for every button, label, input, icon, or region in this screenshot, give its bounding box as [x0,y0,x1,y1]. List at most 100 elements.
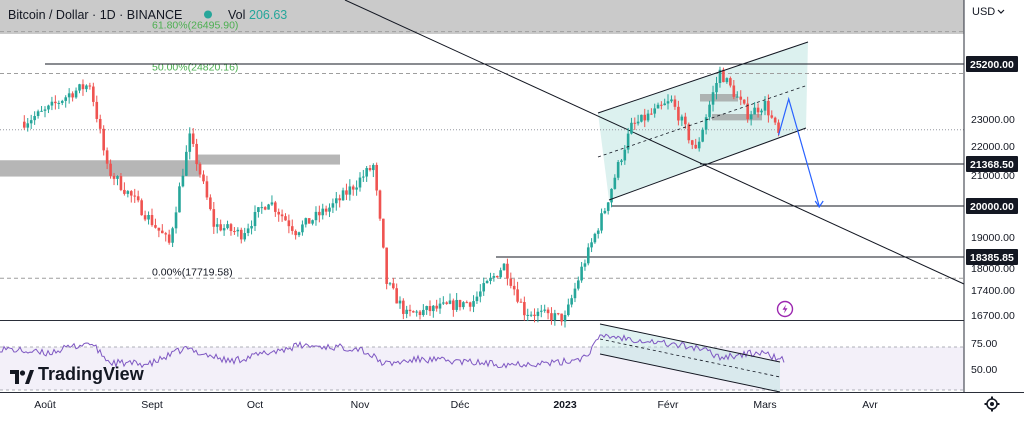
currency-label[interactable]: USD [972,6,995,18]
symbol-title[interactable]: Bitcoin / Dollar · 1D · BINANCE [8,8,182,22]
candle-body [60,100,64,103]
rsi-pane[interactable] [0,321,964,391]
candle-body [102,128,105,151]
candle-body [229,224,233,232]
candle-body [43,109,47,111]
candle-body [489,277,492,281]
price-tick: 22000.00 [971,141,1015,153]
candle-body [418,311,422,316]
candle-body [763,100,767,111]
candle-body [67,93,71,98]
candle-body [205,181,209,198]
candle-body [304,218,308,225]
time-label: Sept [141,399,163,411]
fib-label: 0.00%(17719.58) [152,266,233,278]
price-badge[interactable] [966,249,1018,265]
candle-body [243,233,246,240]
candle-body [47,105,50,110]
time-label: Avr [862,399,878,411]
candle-body [742,99,746,104]
candle-body [116,176,119,179]
candle-body [590,242,593,248]
price-badge-label: 21368.50 [970,159,1014,171]
candle-body [630,122,633,134]
candle-body [570,298,573,305]
candle-body [526,314,530,316]
vol-value: 206.63 [249,8,287,22]
candle-body [297,232,301,236]
time-label: Déc [451,399,470,411]
channel-upper-line [597,41,809,114]
candle-body [358,177,362,188]
candle-body [580,266,583,281]
tradingview-logo-text: TradingView [38,364,144,384]
candle-body [739,96,743,100]
candle-body [402,300,405,314]
candle-body [368,168,372,171]
supply-zone [197,154,340,165]
arrow-head-icon [814,200,824,209]
candle-body [452,300,455,310]
candle-body [656,104,660,109]
candle-body [365,168,368,177]
lightning-icon[interactable] [776,300,794,318]
candle-body [711,92,715,105]
candle-body [502,263,506,271]
candle-body [516,289,519,302]
candle-body [263,207,267,210]
candle-body [54,101,57,104]
candle-body [499,270,502,278]
candle-body [475,296,479,302]
candle-body [385,247,388,284]
candle-body [445,302,448,304]
candle-body [495,275,499,278]
candle-body [324,208,328,212]
candle-body [567,304,570,316]
rsi-channel-mid [599,338,781,378]
gear-icon[interactable] [984,396,1000,412]
candle-body [613,177,617,189]
price-pane[interactable] [0,0,964,320]
candle-body [157,227,161,231]
candle-body [653,108,657,114]
price-badge-label: 18385.85 [970,252,1014,264]
tradingview-logo: TradingView [10,364,144,385]
time-label: Févr [658,399,680,411]
price-badge[interactable] [966,56,1018,72]
candle-body [382,218,385,248]
candle-body [506,263,509,279]
candle-body [294,230,297,236]
candle-body [375,164,378,191]
price-badge[interactable] [966,156,1018,172]
candle-body [593,233,597,243]
candle-body [677,106,680,121]
candle-body [185,151,188,176]
candle-body [136,196,140,201]
fib-upper-zone [0,0,964,34]
candle-body [74,90,78,98]
price-badge[interactable] [966,198,1018,214]
candle-body [226,224,229,229]
candle-body [412,311,415,313]
candle-body [191,133,195,144]
candle-body [246,228,250,234]
time-axis[interactable] [0,392,964,417]
symbol-legend[interactable]: Bitcoin / Dollar · 1D · BINANCE Vol 206.… [8,8,287,22]
candle-body [405,309,408,314]
candle-body [701,129,704,142]
candle-body [718,69,722,84]
time-label: 2023 [553,399,577,411]
candle-body [694,144,698,149]
candle-body [338,198,341,201]
candle-body [215,224,219,227]
fib-label: 50.00%(24820.16) [152,61,238,73]
trend-line [344,0,965,285]
candle-body [640,114,643,122]
chevron-down-icon[interactable] [997,9,1005,14]
candle-body [126,191,130,194]
candle-body [301,224,304,233]
candle-body [448,300,452,304]
candle-body [78,84,81,91]
candle-body [260,207,264,209]
